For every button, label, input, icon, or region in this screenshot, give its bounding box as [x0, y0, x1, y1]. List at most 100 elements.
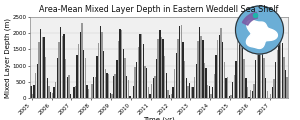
Bar — [115, 74, 116, 98]
Bar — [110, 93, 111, 98]
X-axis label: Time (yr): Time (yr) — [143, 117, 175, 120]
Bar — [50, 92, 51, 98]
Bar — [33, 85, 35, 98]
Bar — [80, 32, 81, 98]
Bar — [238, 26, 240, 98]
Bar — [174, 69, 176, 98]
Bar — [179, 26, 180, 98]
Bar — [200, 36, 202, 98]
Bar — [136, 62, 137, 98]
Bar — [244, 59, 245, 98]
Bar — [214, 74, 215, 98]
Bar — [100, 26, 101, 98]
Bar — [138, 47, 139, 98]
Bar — [32, 94, 33, 98]
Bar — [60, 27, 61, 98]
Bar — [67, 77, 68, 98]
Bar — [154, 76, 156, 98]
Bar — [273, 79, 274, 98]
Bar — [81, 23, 83, 98]
Bar — [286, 77, 288, 98]
Bar — [219, 35, 220, 98]
Bar — [142, 44, 144, 98]
Bar — [85, 58, 86, 98]
Bar — [278, 29, 280, 98]
Bar — [144, 66, 145, 98]
Bar — [206, 68, 207, 98]
Bar — [141, 34, 142, 98]
Bar — [158, 39, 159, 98]
Bar — [250, 90, 251, 98]
Bar — [61, 36, 63, 98]
Bar — [187, 86, 189, 98]
Polygon shape — [246, 20, 278, 48]
Bar — [258, 38, 260, 98]
Bar — [265, 78, 266, 98]
Bar — [133, 86, 134, 98]
Bar — [196, 64, 197, 98]
Bar — [204, 63, 205, 98]
Bar — [240, 27, 242, 98]
Bar — [103, 51, 104, 98]
Bar — [255, 60, 256, 98]
Bar — [161, 37, 162, 98]
Bar — [129, 96, 131, 98]
Bar — [237, 39, 238, 98]
Bar — [275, 62, 276, 98]
Bar — [111, 94, 112, 98]
Bar — [171, 94, 172, 98]
Bar — [53, 87, 55, 98]
Bar — [86, 85, 88, 98]
Bar — [182, 42, 184, 98]
Bar — [121, 30, 122, 98]
Bar — [73, 87, 74, 98]
Bar — [162, 39, 164, 98]
Bar — [159, 30, 160, 98]
Bar — [169, 95, 170, 98]
Bar — [257, 49, 258, 98]
Bar — [248, 97, 250, 98]
Bar — [119, 29, 121, 98]
Bar — [152, 78, 154, 98]
Bar — [190, 87, 192, 98]
Bar — [149, 94, 151, 98]
Bar — [63, 34, 64, 98]
Bar — [189, 83, 190, 98]
Bar — [283, 57, 285, 98]
Bar — [229, 96, 230, 98]
Bar — [98, 43, 99, 98]
Bar — [252, 91, 253, 98]
Bar — [91, 84, 93, 98]
Bar — [197, 41, 199, 98]
Bar — [47, 78, 48, 98]
Bar — [156, 59, 157, 98]
Y-axis label: Mixed Layer Depth (m): Mixed Layer Depth (m) — [4, 18, 11, 98]
Bar — [76, 55, 78, 98]
Bar — [202, 40, 203, 98]
Bar — [123, 49, 124, 98]
Bar — [280, 37, 281, 98]
Bar — [116, 60, 118, 98]
Circle shape — [236, 6, 284, 54]
Bar — [42, 37, 43, 98]
Bar — [235, 61, 237, 98]
Bar — [207, 85, 208, 98]
Bar — [263, 58, 265, 98]
Bar — [35, 73, 37, 98]
Bar — [126, 76, 128, 98]
Bar — [184, 61, 185, 98]
Bar — [58, 42, 60, 98]
Bar — [177, 39, 179, 98]
Bar — [55, 82, 56, 98]
Text: Area-Mean Mixed Layer Depth in Eastern Weddell Sea Shelf: Area-Mean Mixed Layer Depth in Eastern W… — [39, 5, 279, 14]
Bar — [262, 46, 263, 98]
Polygon shape — [242, 12, 257, 25]
Bar — [254, 84, 255, 98]
Bar — [139, 34, 141, 98]
Bar — [220, 28, 222, 98]
Bar — [225, 78, 227, 98]
Bar — [93, 77, 94, 98]
Bar — [30, 86, 31, 98]
Bar — [101, 32, 103, 98]
Bar — [247, 87, 248, 98]
